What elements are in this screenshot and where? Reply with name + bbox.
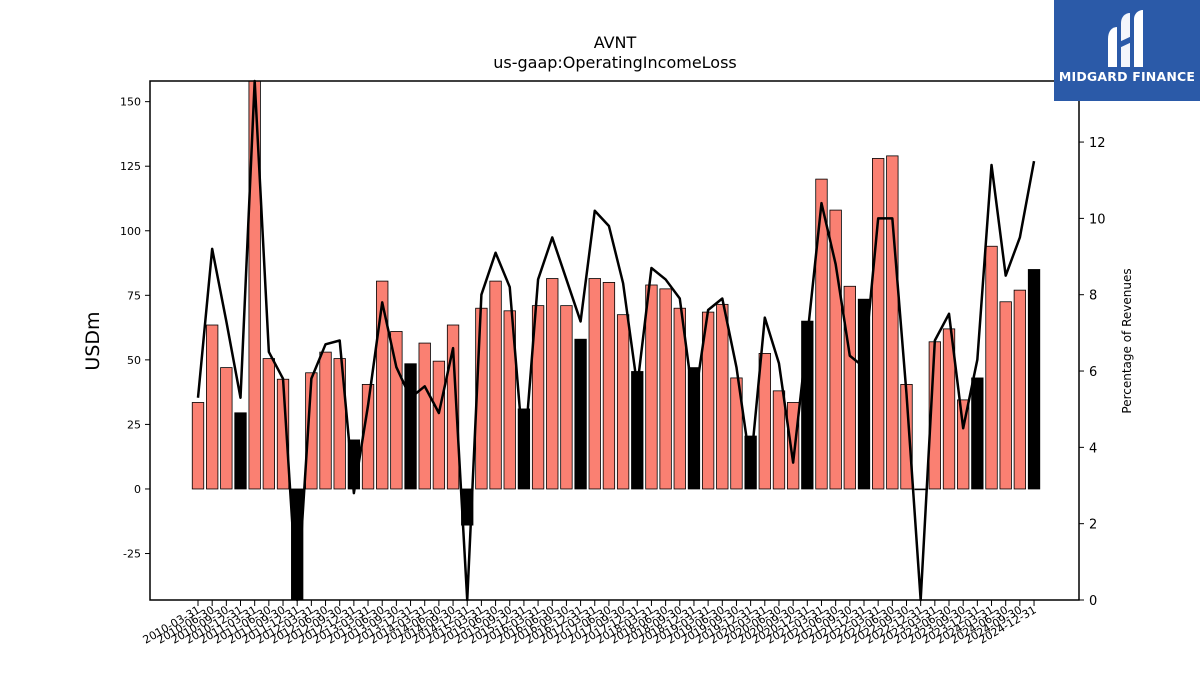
bar-2015-09-30	[503, 310, 516, 490]
bar-2019-09-30	[730, 377, 743, 490]
bar-2016-09-30	[560, 305, 573, 490]
logo-mark-icon	[1108, 10, 1143, 67]
bar-2022-12-31	[914, 488, 927, 491]
bar-2021-12-31	[857, 298, 871, 490]
plot-frame	[149, 80, 1080, 601]
y-tick-label: 0	[134, 483, 141, 496]
y-tick-label: 75	[127, 289, 141, 302]
y-tick-label: -25	[123, 548, 141, 561]
bar-2014-03-31	[418, 342, 431, 490]
bar-2014-06-30	[432, 360, 446, 490]
bar-2024-09-30	[1013, 289, 1027, 490]
y2-tick-label: 4	[1089, 441, 1097, 456]
bar-2022-03-31	[872, 158, 885, 490]
bar-2024-06-30	[999, 301, 1012, 490]
bar-2017-12-31	[631, 371, 644, 490]
bar-2013-12-31	[404, 363, 417, 490]
y2-tick-label: 10	[1089, 212, 1106, 227]
bar-2013-09-30	[390, 331, 403, 490]
line-group	[196, 79, 1036, 602]
chart-subtitle: us-gaap:OperatingIncomeLoss	[493, 53, 737, 72]
bar-2021-03-31	[815, 178, 828, 490]
bar-2013-06-30	[376, 280, 389, 490]
y2-tick-label: 12	[1089, 136, 1106, 151]
bar-2016-12-31	[574, 338, 587, 490]
y2-tick-label: 8	[1089, 289, 1097, 304]
y-tick-label: 100	[120, 225, 141, 238]
bar-2022-06-30	[886, 155, 899, 490]
bar-2024-12-31	[1027, 269, 1041, 490]
chart-title: AVNT	[594, 33, 637, 52]
y-tick-label: 50	[127, 354, 141, 367]
percentage-line	[196, 79, 1036, 602]
bar-2019-06-30	[716, 303, 729, 490]
bar-2021-06-30	[829, 209, 842, 490]
bar-2018-12-31	[687, 367, 701, 490]
bar-2020-03-31	[758, 353, 771, 490]
bar-2012-06-30	[319, 351, 332, 490]
bar-2024-03-31	[985, 245, 998, 490]
logo-text: MIDGARD FINANCE	[1058, 69, 1196, 84]
y-axis-label: USDm	[82, 311, 104, 370]
y-tick-label: 150	[120, 96, 141, 109]
bars-group	[191, 80, 1041, 601]
bar-2014-09-30	[446, 324, 460, 490]
bar-2020-12-31	[801, 320, 814, 490]
bar-2017-06-30	[602, 281, 616, 490]
bar-2012-09-30	[333, 358, 346, 490]
bar-2018-09-30	[673, 307, 686, 490]
y2-tick-label: 0	[1089, 594, 1097, 609]
y2-axis-label: Percentage of Revenues	[1120, 268, 1134, 413]
y-tick-label: 125	[120, 160, 141, 173]
y2-tick-label: 6	[1089, 365, 1097, 380]
bar-2010-09-30	[220, 367, 233, 490]
bar-2011-06-30	[262, 358, 276, 490]
bar-2012-03-31	[305, 372, 318, 490]
bar-2017-09-30	[616, 314, 630, 490]
brand-logo: MIDGARD FINANCE	[1054, 0, 1200, 101]
bar-2018-06-30	[659, 288, 672, 490]
bar-2017-03-31	[588, 278, 601, 490]
bar-2020-09-30	[786, 402, 800, 490]
bar-2021-09-30	[843, 285, 856, 490]
bar-2016-06-30	[546, 278, 559, 490]
bar-2010-03-31	[191, 402, 205, 490]
bar-2010-12-31	[234, 412, 247, 490]
bar-2018-03-31	[645, 284, 658, 490]
bar-2015-06-30	[489, 280, 502, 490]
y2-tick-label: 2	[1089, 518, 1097, 533]
y-tick-label: 25	[127, 418, 141, 431]
bar-2020-06-30	[772, 390, 786, 490]
bar-2023-09-30	[957, 399, 970, 490]
bar-2023-12-31	[971, 377, 984, 490]
bar-2023-06-30	[942, 328, 956, 490]
axes-group: -2502550751001251500246810122010-03-3120…	[120, 96, 1106, 647]
bar-2010-06-30	[206, 324, 219, 490]
bar-2016-03-31	[531, 305, 545, 490]
